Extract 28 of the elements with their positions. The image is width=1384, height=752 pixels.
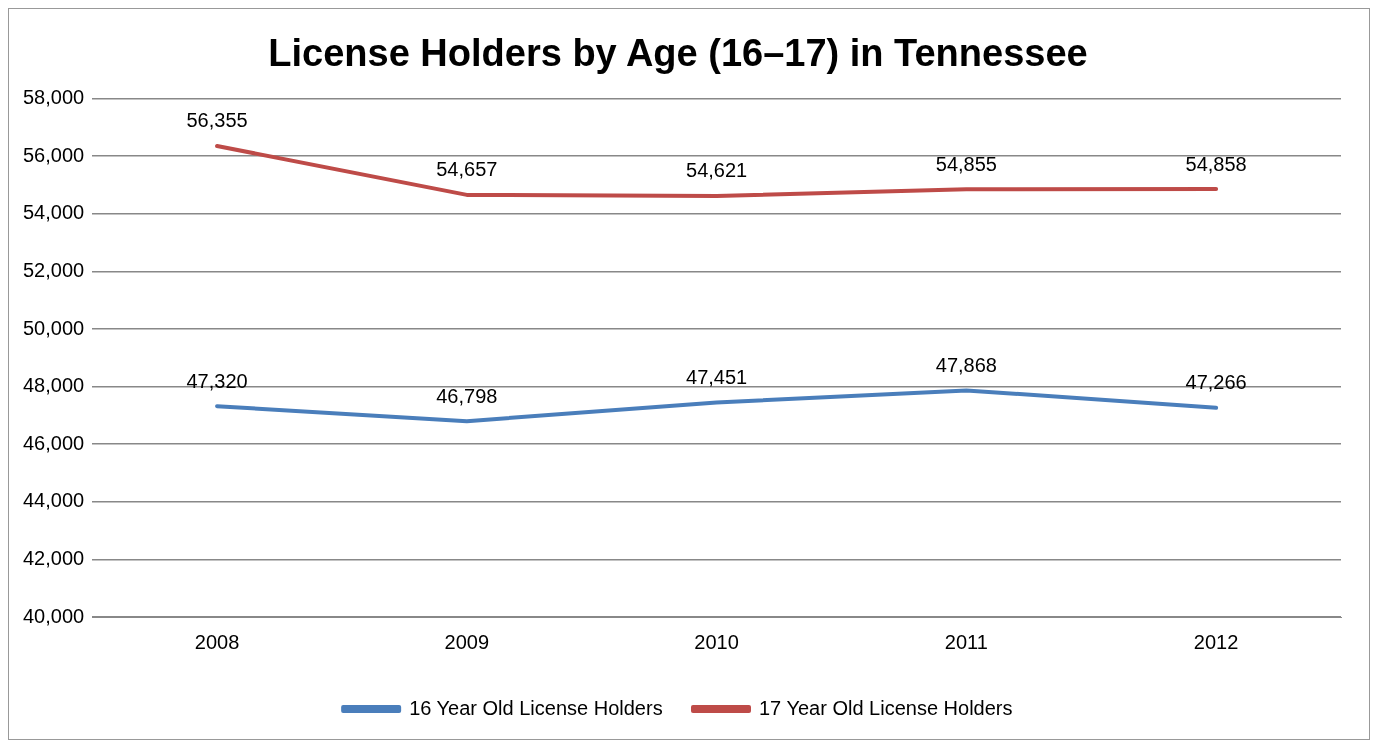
y-tick-label: 44,000 [23,489,85,512]
data-label: 47,868 [935,353,997,376]
data-label: 54,855 [935,152,997,175]
legend-label: 16 Year Old License Holders [409,696,663,719]
y-tick-label: 52,000 [23,258,85,281]
data-label: 54,657 [436,158,498,181]
x-tick-label: 2008 [194,630,240,653]
y-tick-label: 42,000 [23,546,85,569]
y-tick-label: 58,000 [23,86,85,109]
x-tick-label: 2009 [444,630,490,653]
y-tick-label: 50,000 [23,316,85,339]
chart-title: License Holders by Age (16–17) in Tennessee [268,32,1088,75]
y-tick-label: 40,000 [23,604,85,627]
data-label: 54,621 [686,159,748,182]
x-tick-label: 2010 [694,630,739,653]
data-label: 56,355 [186,109,248,132]
y-tick-label: 54,000 [23,201,85,224]
data-label: 54,858 [1185,152,1247,175]
legend-label: 17 Year Old License Holders [759,696,1013,719]
data-label: 47,320 [186,369,248,392]
data-label: 47,266 [1185,371,1247,394]
data-label: 46,798 [436,384,498,407]
y-tick-label: 56,000 [23,143,85,166]
data-label: 47,451 [686,365,748,388]
y-tick-label: 48,000 [23,374,85,397]
x-tick-label: 2012 [1193,630,1239,653]
x-tick-label: 2011 [944,630,988,653]
y-tick-label: 46,000 [23,431,85,454]
